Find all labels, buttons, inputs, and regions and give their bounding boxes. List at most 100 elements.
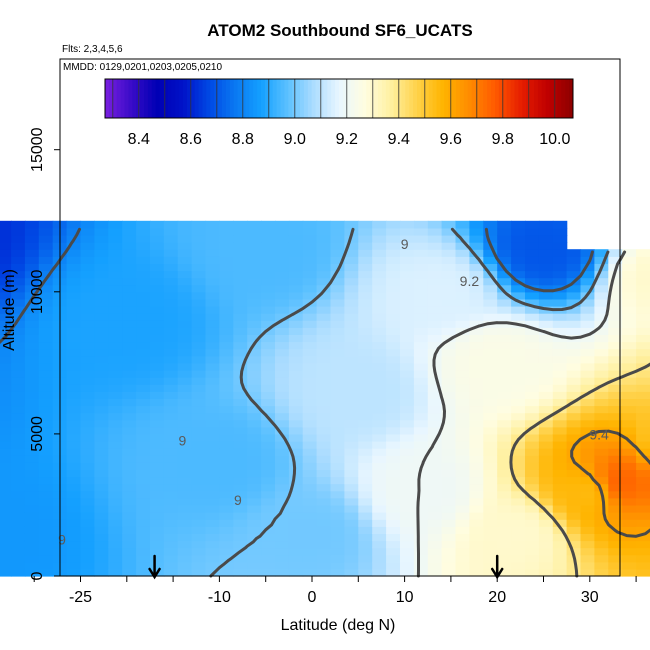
heat-cell <box>552 348 568 357</box>
heat-cell <box>372 412 387 421</box>
heat-cell <box>191 561 207 570</box>
heat-cell <box>0 256 12 264</box>
heat-cell <box>622 320 637 328</box>
heat-cell <box>219 227 234 236</box>
heat-cell <box>525 441 540 449</box>
heat-cell <box>94 526 109 534</box>
heat-cell <box>441 547 457 556</box>
heat-cell <box>205 320 220 328</box>
heat-cell <box>636 370 650 378</box>
heat-cell <box>483 263 498 272</box>
heat-cell <box>316 561 332 570</box>
heat-cell <box>205 327 220 335</box>
heat-cell <box>177 433 193 442</box>
heat-cell <box>94 561 109 570</box>
heat-cell <box>483 405 498 414</box>
heat-cell <box>136 298 151 307</box>
colorbar-swatch <box>171 79 176 118</box>
heat-cell <box>302 327 318 335</box>
heat-cell <box>136 220 151 229</box>
heat-cell <box>358 497 373 506</box>
heat-cell <box>316 348 332 357</box>
heat-cell <box>330 362 345 371</box>
heat-cell <box>66 561 82 570</box>
colorbar-swatch <box>417 79 422 118</box>
heat-cell <box>122 554 137 563</box>
heat-cell <box>247 377 262 385</box>
heat-cell <box>233 426 248 435</box>
colorbar-swatch <box>514 79 519 118</box>
heat-cell <box>372 568 387 577</box>
heat-cell <box>219 263 234 272</box>
heat-cell <box>205 377 220 385</box>
heat-cell <box>455 284 470 293</box>
heat-cell <box>302 313 318 321</box>
heat-cell <box>330 490 345 499</box>
heat-cell <box>0 327 12 335</box>
heat-cell <box>580 284 595 293</box>
heat-cell <box>386 370 401 378</box>
heat-cell <box>247 412 262 421</box>
heat-cell <box>636 256 650 264</box>
heat-cell <box>24 433 40 442</box>
heat-cell <box>150 377 165 385</box>
heat-cell <box>441 526 457 534</box>
heat-cell <box>275 355 290 364</box>
heat-cell <box>330 504 345 513</box>
heat-cell <box>24 220 40 229</box>
heat-cell <box>552 220 568 229</box>
heat-cell <box>344 441 359 449</box>
heat-cell <box>261 433 276 442</box>
heat-cell <box>552 455 568 463</box>
heat-cell <box>594 291 609 300</box>
heat-cell <box>288 362 304 371</box>
heat-cell <box>330 327 345 335</box>
heat-cell <box>261 320 276 328</box>
heat-cell <box>247 327 262 335</box>
chart-title: ATOM2 Southbound SF6_UCATS <box>207 21 472 40</box>
heat-cell <box>163 561 179 570</box>
heat-cell <box>80 483 95 492</box>
heat-cell <box>247 256 262 264</box>
heat-cell <box>358 526 373 534</box>
heat-cell <box>511 327 526 335</box>
heat-cell <box>108 504 123 513</box>
heat-cell <box>191 348 207 357</box>
heat-cell <box>94 362 109 371</box>
heat-cell <box>622 284 637 293</box>
heat-cell <box>108 291 123 300</box>
heat-cell <box>136 419 151 428</box>
heat-cell <box>177 483 193 492</box>
heat-cell <box>552 249 568 257</box>
heat-cell <box>566 348 582 357</box>
heat-cell <box>386 348 401 357</box>
heat-cell <box>108 469 123 478</box>
heat-cell <box>427 526 443 534</box>
heat-cell <box>358 483 373 492</box>
heat-cell <box>455 441 470 449</box>
heat-cell <box>38 256 54 264</box>
heat-cell <box>247 469 262 478</box>
heat-cell <box>566 462 582 470</box>
heat-cell <box>400 554 415 563</box>
heat-cell <box>94 348 109 357</box>
heat-cell <box>400 433 415 442</box>
colorbar-swatch <box>487 79 492 118</box>
heat-cell <box>108 391 123 399</box>
heat-cell <box>372 306 387 314</box>
heat-cell <box>427 227 443 236</box>
heat-cell <box>427 504 443 513</box>
colorbar-swatch <box>452 79 457 118</box>
heat-cell <box>302 547 318 556</box>
heat-cell <box>150 320 165 328</box>
heat-cell <box>177 284 193 293</box>
heat-cell <box>372 540 387 549</box>
heat-cell <box>163 533 179 542</box>
heat-cell <box>108 512 123 520</box>
contour-line <box>0 227 594 345</box>
heat-cell <box>163 497 179 506</box>
heat-cell <box>330 320 345 328</box>
heat-cell <box>288 497 304 506</box>
heat-cell <box>566 391 582 399</box>
heat-cell <box>594 377 609 385</box>
